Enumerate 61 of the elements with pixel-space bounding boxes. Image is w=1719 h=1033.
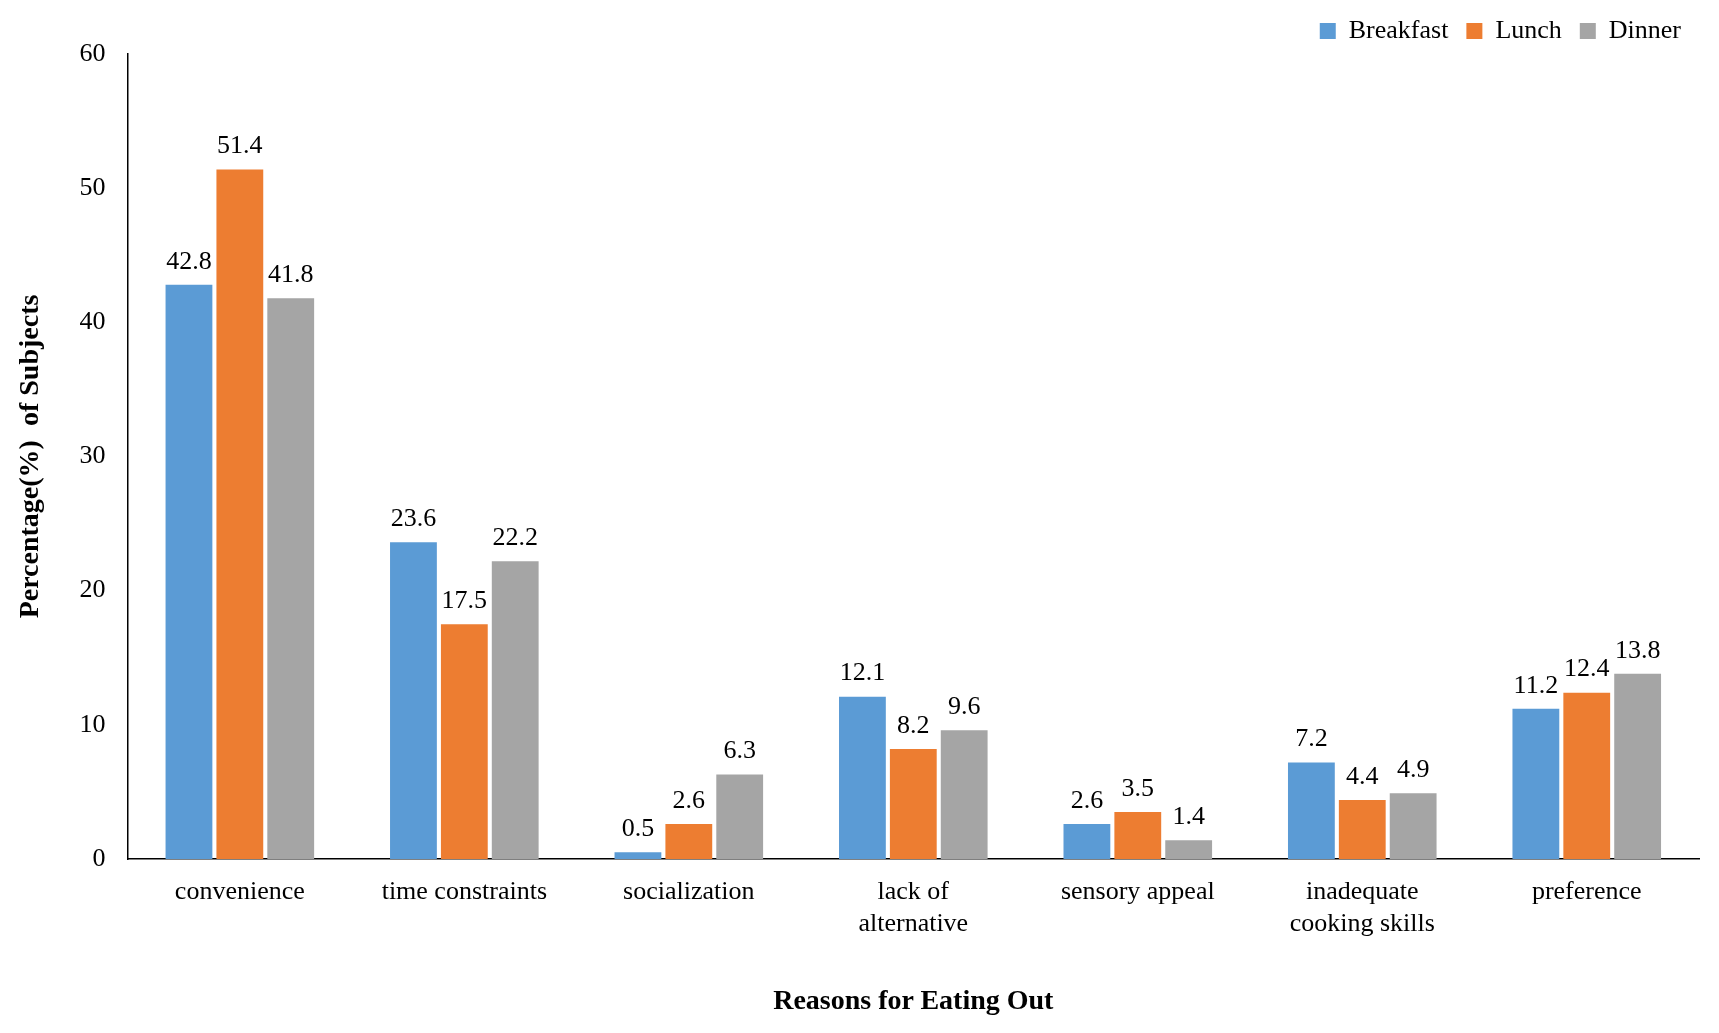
bar (940, 730, 988, 859)
bar (440, 624, 488, 859)
data-label: 2.6 (1070, 784, 1104, 814)
bar (1563, 692, 1611, 859)
legend-label: Dinner (1608, 14, 1682, 44)
y-tick-label: 10 (79, 708, 106, 738)
bar (614, 852, 662, 859)
bar (839, 696, 886, 859)
bar (216, 169, 264, 859)
x-tick-label: lack of alternative (858, 876, 969, 937)
bar (1389, 793, 1437, 859)
data-label: 6.3 (723, 735, 756, 765)
data-label: 22.2 (492, 521, 538, 551)
data-label: 1.4 (1172, 801, 1205, 831)
bar (889, 748, 937, 859)
x-tick-label: inadequate cooking skills (1289, 876, 1435, 937)
x-tick-label: time constraints (381, 876, 548, 906)
x-tick-label: socialization (623, 876, 755, 906)
data-label: 13.8 (1614, 634, 1661, 664)
bar (1287, 762, 1335, 859)
y-tick-label: 40 (79, 306, 106, 336)
x-tick-label: convenience (174, 876, 305, 906)
bar (1063, 824, 1111, 859)
bar (165, 284, 213, 859)
data-label: 9.6 (947, 691, 981, 721)
y-axis-title: Percentage(%) of Subjects (13, 294, 45, 619)
data-label: 12.1 (839, 657, 886, 687)
bar (267, 298, 315, 859)
bar (390, 542, 437, 859)
data-label: 8.2 (897, 709, 930, 739)
data-label: 23.6 (390, 503, 437, 533)
data-label: 4.4 (1346, 760, 1379, 790)
data-label: 42.8 (166, 245, 212, 275)
data-label: 2.6 (672, 784, 706, 814)
bar (665, 824, 713, 859)
data-label: 17.5 (441, 585, 488, 615)
y-tick-label: 0 (92, 842, 106, 872)
bar (716, 774, 764, 859)
data-label: 51.4 (217, 130, 263, 160)
data-label: 12.4 (1564, 653, 1610, 683)
y-tick-label: 30 (79, 440, 106, 470)
bar (1614, 673, 1662, 859)
data-label: 11.2 (1513, 669, 1559, 699)
bar (1165, 840, 1213, 859)
bar (1114, 812, 1162, 859)
data-label: 3.5 (1121, 772, 1155, 802)
data-label: 0.5 (621, 813, 655, 843)
bar (1512, 708, 1560, 859)
bar (1338, 799, 1386, 859)
y-tick-label: 50 (79, 171, 106, 201)
x-axis-title: Reasons for Eating Out (773, 984, 1055, 1016)
x-tick-label: preference (1531, 876, 1642, 906)
legend-label: Breakfast (1348, 14, 1450, 44)
bar (491, 561, 539, 859)
y-tick-label: 60 (79, 37, 106, 67)
data-label: 41.8 (267, 259, 314, 289)
legend-label: Lunch (1495, 14, 1562, 44)
data-label: 7.2 (1295, 723, 1328, 753)
data-label: 4.9 (1396, 754, 1430, 784)
x-tick-label: sensory appeal (1060, 876, 1215, 906)
y-tick-label: 20 (79, 574, 106, 604)
